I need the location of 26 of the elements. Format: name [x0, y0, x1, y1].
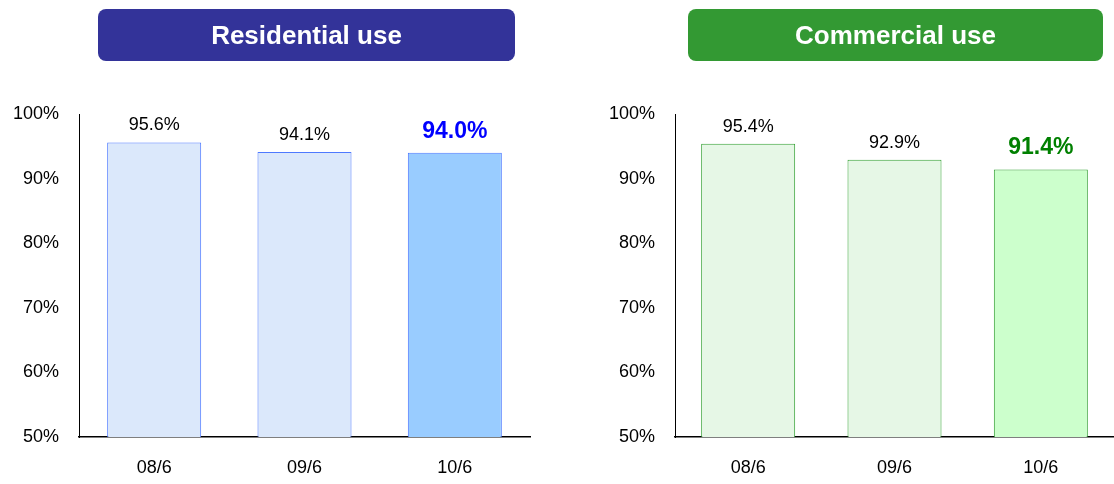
x-tick-label: 08/6 — [136, 456, 172, 477]
y-tick-label: 70% — [618, 296, 655, 317]
y-tick-label: 60% — [22, 361, 59, 382]
x-tick-label: 10/6 — [1023, 456, 1059, 477]
data-label: 95.4% — [722, 115, 774, 136]
x-tick-label: 09/6 — [286, 456, 323, 477]
x-tick-label: 09/6 — [876, 456, 913, 477]
y-tick-label: 90% — [618, 167, 655, 188]
data-label: 91.4% — [1008, 133, 1074, 160]
y-tick-label: 80% — [22, 232, 59, 253]
y-tick-label: 90% — [22, 167, 59, 188]
y-tick-label: 70% — [22, 296, 59, 317]
y-tick-label: 50% — [22, 425, 59, 446]
y-tick-label: 50% — [618, 425, 655, 446]
chart-title: Residential use — [98, 9, 515, 61]
y-tick-label: 100% — [608, 102, 655, 123]
y-tick-label: 100% — [12, 102, 59, 123]
chart-title: Commercial use — [688, 9, 1103, 61]
x-tick-label: 08/6 — [730, 456, 766, 477]
y-tick-label: 60% — [618, 361, 655, 382]
data-label: 94.0% — [422, 116, 488, 143]
y-tick-label: 80% — [618, 232, 655, 253]
data-label: 92.9% — [868, 131, 921, 152]
data-label: 95.6% — [128, 114, 180, 135]
x-tick-label: 10/6 — [437, 456, 473, 477]
data-label: 94.1% — [278, 124, 331, 145]
